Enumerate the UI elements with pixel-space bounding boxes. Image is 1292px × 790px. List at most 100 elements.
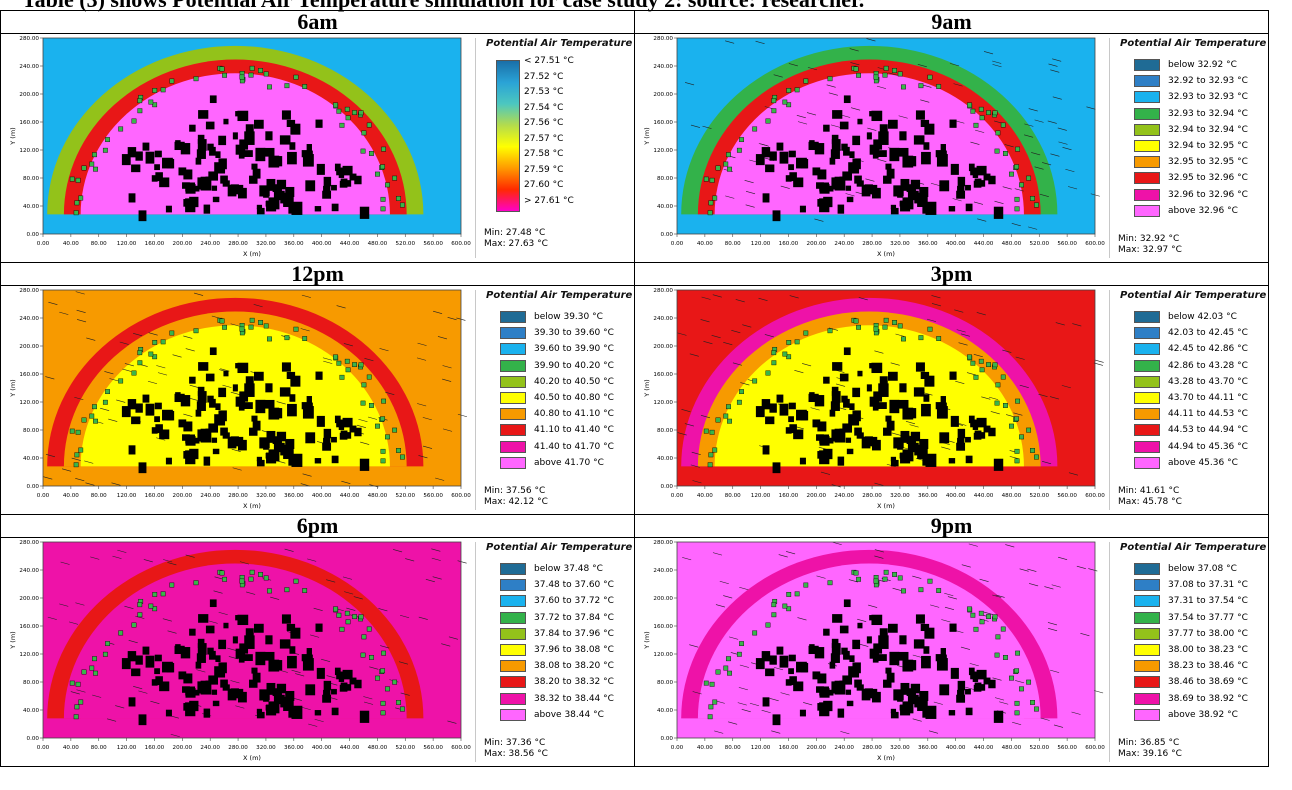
x-tick-label: 0.00 xyxy=(671,745,684,751)
wind-vector xyxy=(323,360,333,364)
building xyxy=(823,628,830,636)
tree xyxy=(160,591,166,597)
building xyxy=(340,682,348,689)
tree xyxy=(1014,416,1020,422)
legend-swatch xyxy=(1134,140,1160,153)
building xyxy=(245,628,254,640)
wind-vector xyxy=(835,383,846,387)
building xyxy=(819,434,830,444)
tree xyxy=(739,641,744,647)
wind-vector xyxy=(797,617,807,621)
building xyxy=(273,190,285,201)
building xyxy=(993,710,1004,723)
tree xyxy=(148,351,154,357)
tree xyxy=(739,137,744,143)
wind-vector xyxy=(341,480,351,484)
tree xyxy=(92,152,97,158)
building xyxy=(276,688,282,696)
building xyxy=(993,206,1004,219)
x-tick-label: 320.00 xyxy=(890,493,910,499)
building xyxy=(301,150,308,158)
legend-item: 37.96 to 38.08 °C xyxy=(476,642,626,658)
building xyxy=(854,175,862,184)
tree xyxy=(263,323,269,329)
legend-item: 32.95 to 32.96 °C xyxy=(1110,170,1260,186)
building xyxy=(212,448,220,455)
building xyxy=(949,371,957,380)
wind-vector xyxy=(416,357,427,361)
building xyxy=(316,163,325,175)
building xyxy=(968,163,975,172)
tree xyxy=(765,622,771,628)
wind-vector xyxy=(189,384,199,389)
y-tick-label: 120.00 xyxy=(653,652,673,658)
building xyxy=(950,415,959,427)
wind-vector xyxy=(810,407,820,411)
wind-vector xyxy=(788,63,798,67)
tree xyxy=(81,417,87,423)
y-axis-label: Y (m) xyxy=(643,127,651,145)
tree xyxy=(375,675,380,681)
legend-swatch xyxy=(1134,123,1160,136)
x-tick-label: 240.00 xyxy=(200,241,220,247)
legend-item: 38.46 to 38.69 °C xyxy=(1110,674,1260,690)
wind-vector xyxy=(47,616,57,620)
tree xyxy=(293,74,299,80)
tree xyxy=(873,74,879,80)
wind-vector xyxy=(104,371,114,375)
building xyxy=(976,417,987,428)
tree xyxy=(994,148,1000,154)
building xyxy=(249,427,258,436)
tree xyxy=(973,374,979,380)
building xyxy=(936,406,948,419)
legend-swatch xyxy=(500,595,526,608)
wind-vector xyxy=(1012,721,1022,726)
legend-swatch xyxy=(1134,563,1160,576)
wind-vector xyxy=(684,423,694,427)
wind-vector xyxy=(773,74,783,78)
tree xyxy=(708,200,714,206)
wind-vector xyxy=(185,348,195,352)
building xyxy=(920,371,930,380)
building xyxy=(883,175,892,184)
legend: Potential Air Temperature below 42.03 °C 4… xyxy=(1109,290,1266,510)
x-tick-label: 400.00 xyxy=(946,745,966,751)
tree xyxy=(712,447,718,453)
tree xyxy=(707,462,713,468)
tree xyxy=(986,614,991,620)
y-tick-label: 40.00 xyxy=(23,204,39,210)
tree xyxy=(375,171,380,177)
wind-vector xyxy=(681,408,691,413)
temperature-map: 0.00 40.00 80.00 120.00 160.00 200.00 240.00 28… xyxy=(643,540,1105,762)
legend-label: above 38.92 °C xyxy=(1168,709,1238,720)
x-tick-label: 40.00 xyxy=(63,493,79,499)
wind-vector xyxy=(994,697,1005,701)
legend-label: 43.28 to 43.70 °C xyxy=(1168,376,1248,387)
building xyxy=(244,654,253,661)
legend-swatch xyxy=(500,456,526,469)
building xyxy=(218,158,227,170)
building xyxy=(898,147,909,157)
legend-swatch xyxy=(1134,692,1160,705)
building xyxy=(854,427,862,436)
building xyxy=(983,173,991,181)
building xyxy=(159,429,170,440)
building xyxy=(924,627,935,639)
building xyxy=(890,711,899,719)
tree xyxy=(782,351,788,357)
legend: Potential Air Temperature below 32.92 °C 3… xyxy=(1109,38,1266,258)
x-tick-label: 520.00 xyxy=(395,745,415,751)
wind-vector xyxy=(1040,717,1050,721)
building xyxy=(902,155,914,168)
panel-header-9pm: 9pm xyxy=(634,514,1269,538)
legend-item: 37.60 to 37.72 °C xyxy=(476,593,626,609)
building xyxy=(921,151,931,165)
wind-vector xyxy=(194,292,204,296)
building xyxy=(956,190,966,199)
building xyxy=(830,653,840,663)
building xyxy=(776,394,784,403)
building xyxy=(215,655,221,663)
building xyxy=(841,143,848,151)
building xyxy=(979,432,986,439)
y-tick-label: 240.00 xyxy=(19,568,39,574)
